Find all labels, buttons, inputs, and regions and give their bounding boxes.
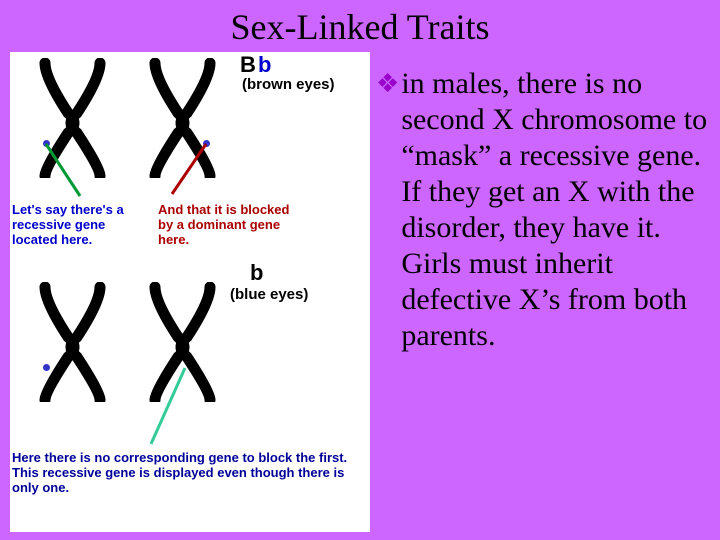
chromosome-bottom-left bbox=[30, 282, 120, 402]
allele-b-middle: b bbox=[250, 260, 263, 286]
caption-recessive: Let's say there's a recessive gene locat… bbox=[12, 202, 152, 247]
caption-bottom: Here there is no corresponding gene to b… bbox=[12, 450, 362, 495]
pointer-red-top bbox=[160, 102, 220, 197]
content-area: B b (brown eyes) Let's say there's a rec… bbox=[0, 52, 720, 532]
bullet-text: in males, there is no second X chromosom… bbox=[401, 66, 710, 354]
allele-b-top: b bbox=[258, 52, 271, 78]
caption-dominant: And that it is blocked by a dominant gen… bbox=[158, 202, 308, 247]
phenotype-brown: (brown eyes) bbox=[242, 76, 335, 93]
pointer-green-top bbox=[40, 140, 90, 200]
diamond-bullet-icon: ❖ bbox=[376, 66, 399, 102]
gene-dot-bottom bbox=[43, 364, 50, 371]
bullet-item: ❖ in males, there is no second X chromos… bbox=[376, 66, 710, 354]
diagram-panel: B b (brown eyes) Let's say there's a rec… bbox=[10, 52, 370, 532]
pointer-teal-bottom bbox=[145, 362, 195, 452]
slide-title: Sex-Linked Traits bbox=[0, 0, 720, 52]
allele-B: B bbox=[240, 52, 256, 78]
phenotype-blue: (blue eyes) bbox=[230, 286, 308, 303]
text-panel: ❖ in males, there is no second X chromos… bbox=[370, 52, 710, 532]
